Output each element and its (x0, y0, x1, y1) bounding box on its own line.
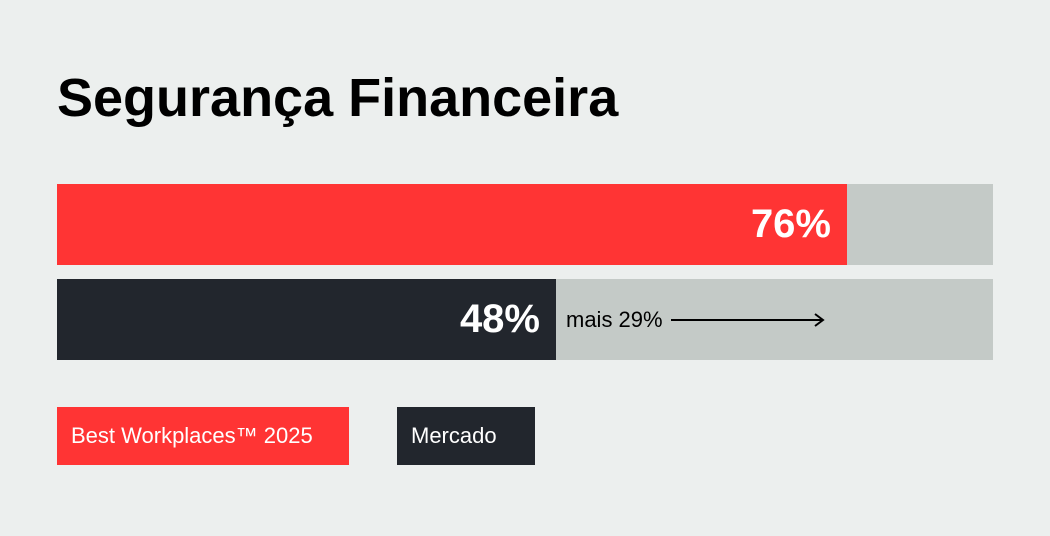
bar-value-label-mercado: 48% (459, 297, 540, 341)
bar-track-best-workplaces: 76% (57, 184, 993, 265)
comparison-label: mais 29% (566, 306, 663, 332)
legend-label-best-workplaces: Best Workplaces™ 2025 (71, 423, 313, 448)
legend-label-mercado: Mercado (411, 423, 497, 448)
bar-value-label-best-workplaces: 76% (750, 202, 831, 246)
chart-title: Segurança Financeira (57, 68, 619, 128)
arrow-right-icon (670, 312, 825, 327)
legend-item-mercado: Mercado (397, 407, 535, 465)
legend-item-best-workplaces: Best Workplaces™ 2025 (57, 407, 349, 465)
comparison-annotation: mais 29% (566, 279, 827, 360)
bar-track-mercado: 48% mais 29% (57, 279, 993, 360)
bar-best-workplaces: 76% (57, 184, 847, 265)
bar-mercado: 48% (57, 279, 556, 360)
